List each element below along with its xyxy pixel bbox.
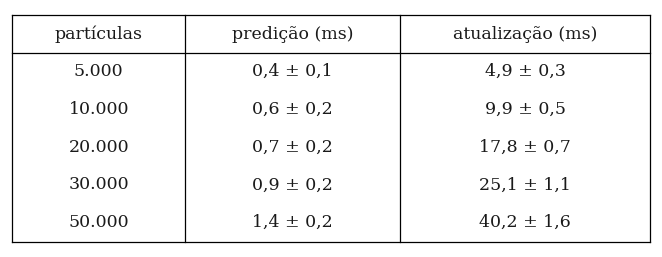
Text: 5.000: 5.000 bbox=[74, 63, 124, 80]
Text: 0,9 ± 0,2: 0,9 ± 0,2 bbox=[252, 176, 333, 194]
Text: 4,9 ± 0,3: 4,9 ± 0,3 bbox=[485, 63, 565, 80]
Text: partículas: partículas bbox=[55, 25, 143, 43]
Text: 0,6 ± 0,2: 0,6 ± 0,2 bbox=[252, 101, 333, 118]
Text: 40,2 ± 1,6: 40,2 ± 1,6 bbox=[479, 214, 571, 231]
Text: 9,9 ± 0,5: 9,9 ± 0,5 bbox=[485, 101, 565, 118]
Text: 20.000: 20.000 bbox=[68, 139, 129, 156]
Text: 10.000: 10.000 bbox=[68, 101, 129, 118]
Text: 17,8 ± 0,7: 17,8 ± 0,7 bbox=[479, 139, 571, 156]
Text: atualização (ms): atualização (ms) bbox=[453, 26, 597, 43]
Text: 0,7 ± 0,2: 0,7 ± 0,2 bbox=[252, 139, 333, 156]
Text: 1,4 ± 0,2: 1,4 ± 0,2 bbox=[252, 214, 333, 231]
Text: 25,1 ± 1,1: 25,1 ± 1,1 bbox=[479, 176, 571, 194]
Text: 30.000: 30.000 bbox=[68, 176, 129, 194]
Text: 50.000: 50.000 bbox=[68, 214, 129, 231]
Text: predição (ms): predição (ms) bbox=[232, 26, 354, 43]
Text: 0,4 ± 0,1: 0,4 ± 0,1 bbox=[252, 63, 333, 80]
